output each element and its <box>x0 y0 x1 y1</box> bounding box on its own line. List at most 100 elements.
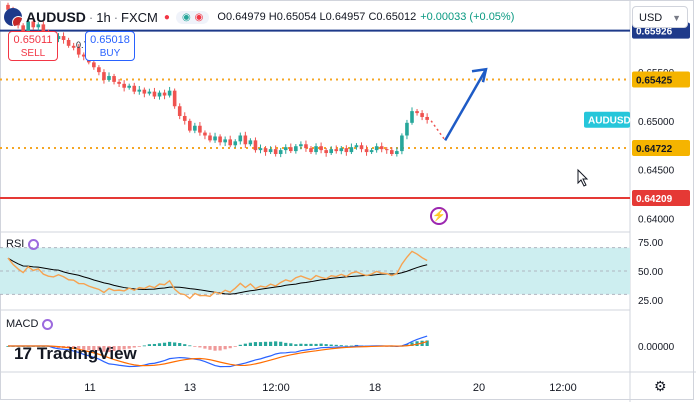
macd-visibility-icon[interactable] <box>42 318 54 330</box>
macd-histogram-bar <box>107 346 111 353</box>
candle-body <box>238 135 243 142</box>
indicator-pill[interactable]: ◉ ◉ <box>175 10 210 24</box>
candle-body <box>142 89 147 94</box>
candle-body <box>117 81 121 84</box>
price-label: 0.64722 <box>636 144 673 155</box>
candle-body <box>248 140 253 145</box>
macd-histogram-bar <box>198 346 202 348</box>
signal-line <box>8 340 428 367</box>
interval[interactable]: 1h <box>96 9 111 25</box>
candle-body <box>379 146 384 150</box>
candle-body <box>420 113 424 117</box>
macd-histogram-bar <box>112 346 116 351</box>
buy-price: 0.65018 <box>90 34 130 46</box>
ohlc-values: O0.64979 H0.65054 L0.64957 C0.65012 <box>217 11 417 23</box>
macd-histogram-bar <box>274 341 278 346</box>
exchange: FXCM <box>121 9 158 25</box>
macd-histogram-bar <box>188 345 192 347</box>
macd-histogram-bar <box>72 346 76 349</box>
candle-body <box>400 135 404 152</box>
macd-histogram-bar <box>67 346 71 348</box>
candle-body <box>203 132 207 136</box>
candle-body <box>309 148 313 153</box>
candle-body <box>182 116 187 121</box>
buy-button[interactable]: 0.65018 BUY <box>85 31 135 61</box>
macd-histogram-bar <box>147 344 151 346</box>
candle-body <box>21 25 25 32</box>
macd-histogram-bar <box>178 343 182 346</box>
macd-histogram-bar <box>213 346 217 351</box>
macd-histogram-bar <box>304 343 308 346</box>
rsi-legend[interactable]: RSI <box>6 238 40 250</box>
macd-histogram-bar <box>127 346 131 349</box>
macd-histogram-bar <box>248 342 252 346</box>
candle-body <box>324 150 328 154</box>
time-tick: 12:00 <box>262 382 290 394</box>
currency-selector[interactable]: USD ▼ <box>632 6 688 28</box>
currency-label: USD <box>639 12 663 24</box>
macd-line <box>8 335 428 368</box>
candle-body <box>384 149 389 151</box>
rsi-tick: 25.00 <box>638 296 663 307</box>
rsi-tick: 75.00 <box>638 238 663 249</box>
candle-body <box>278 150 283 155</box>
candle-body <box>137 89 142 92</box>
macd-histogram-bar <box>208 346 212 350</box>
macd-histogram-bar <box>132 346 136 348</box>
sell-button[interactable]: 0.65011 SELL <box>8 31 58 61</box>
live-dot-icon: ◉ <box>181 11 191 23</box>
macd-histogram-bar <box>334 344 338 346</box>
candle-body <box>31 21 36 28</box>
macd-histogram-bar <box>253 342 258 346</box>
price-change: +0.00033 (+0.05%) <box>420 11 515 23</box>
candle-body <box>294 146 298 152</box>
candle-body <box>369 150 374 153</box>
macd-histogram-bar <box>294 344 298 346</box>
macd-histogram-bar <box>228 346 232 349</box>
candle-body <box>6 4 10 10</box>
candle-body <box>132 85 137 92</box>
symbol-header[interactable]: AUDUSD · 1h · FXCM ● ◉ ◉ O0.64979 H0.650… <box>4 6 514 28</box>
candle-body <box>193 125 197 131</box>
candle-body <box>177 106 182 116</box>
macd-histogram-bar <box>82 346 86 350</box>
candle-body <box>213 136 217 141</box>
interval-sep: · <box>88 9 94 25</box>
candle-body <box>283 147 288 151</box>
price-label: 0.65425 <box>636 75 673 86</box>
candle-body <box>233 141 238 146</box>
candle-body <box>157 92 162 97</box>
tradingview-logo: 17 TradingView <box>14 344 137 364</box>
lightning-icon[interactable]: ⚡ <box>430 207 448 225</box>
candle-body <box>102 72 106 80</box>
macd-histogram-bar <box>102 346 106 352</box>
sell-price: 0.65011 <box>13 34 53 46</box>
market-status-icon: ● <box>163 11 170 23</box>
macd-histogram-bar <box>218 346 222 351</box>
exchange-sep: · <box>113 9 119 25</box>
macd-histogram-bar <box>324 344 328 346</box>
candle-body <box>299 144 303 147</box>
logo-mark: 17 <box>14 344 32 363</box>
candle-body <box>258 148 263 151</box>
macd-histogram-bar <box>168 341 172 346</box>
macd-histogram-bar <box>77 346 81 350</box>
price-label-bg <box>632 139 690 156</box>
buy-label: BUY <box>99 48 121 59</box>
candle-body <box>243 135 248 145</box>
candle-body <box>71 45 76 48</box>
macd-histogram-bar <box>233 346 237 347</box>
macd-histogram-bar <box>263 341 268 346</box>
macd-legend[interactable]: MACD <box>6 318 54 330</box>
rsi-visibility-icon[interactable] <box>28 238 40 250</box>
macd-histogram-bar <box>92 346 96 351</box>
macd-histogram-bar <box>157 343 162 346</box>
symbol-name[interactable]: AUDUSD <box>26 9 86 25</box>
gear-icon[interactable]: ⚙ <box>654 378 667 394</box>
price-label-bg <box>632 189 690 206</box>
price-tick: 0.64500 <box>638 166 675 177</box>
candle-body <box>349 147 354 153</box>
macd-histogram-bar <box>203 346 207 349</box>
macd-histogram-bar <box>122 346 126 350</box>
macd-tick: 0.00000 <box>638 342 675 353</box>
